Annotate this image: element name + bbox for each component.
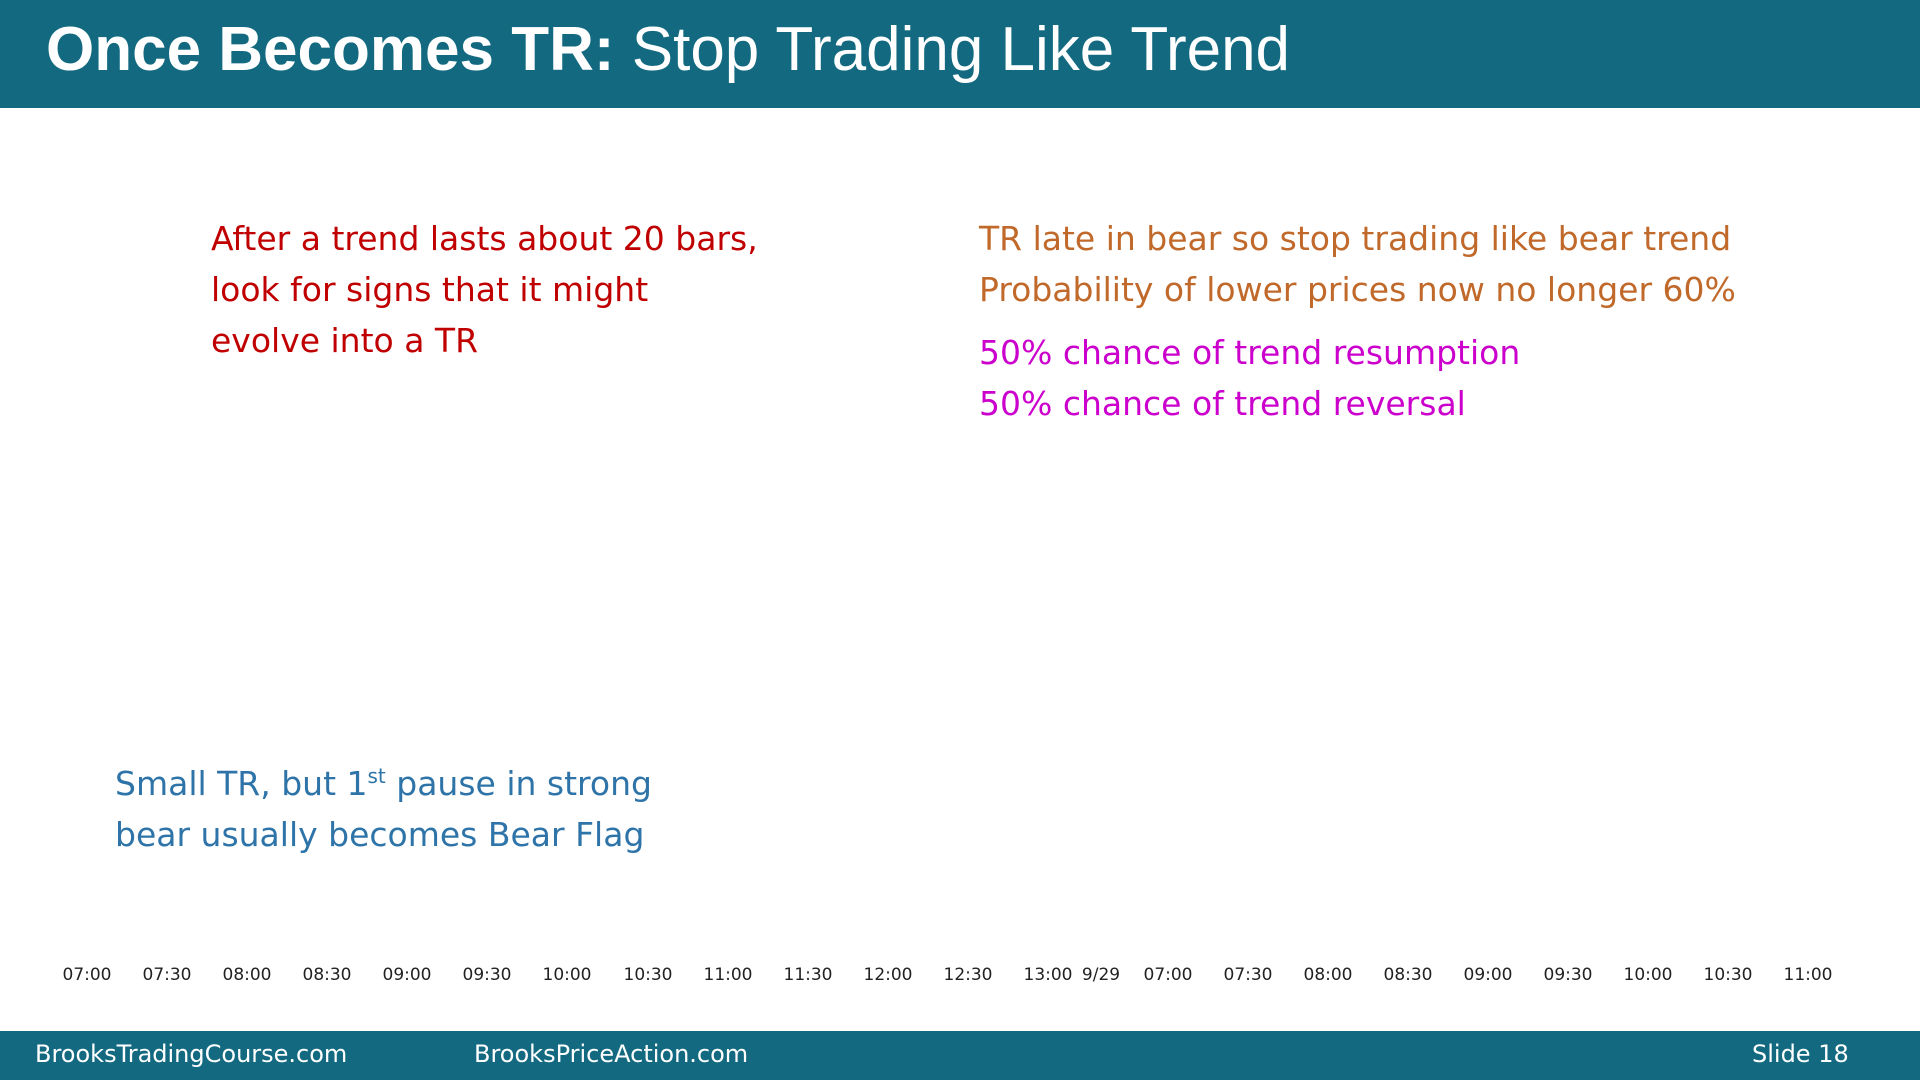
title-bar: Once Becomes TR: Stop Trading Like Trend [0,0,1920,108]
x-axis-tick-label: 10:00 [1624,965,1673,985]
annotation-line: bear usually becomes Bear Flag [115,815,645,854]
x-axis-tick-label: 07:00 [63,965,112,985]
x-axis-tick-label: 07:00 [1144,965,1193,985]
footer-price-action-site: BrooksPriceAction.com [474,1040,749,1068]
annotation-line: 50% chance of trend reversal [979,384,1466,423]
footer-course-site: BrooksTradingCourse.com [35,1040,348,1068]
x-axis-tick-label: 08:30 [303,965,352,985]
x-axis-tick-label: 09:30 [1544,965,1593,985]
annotation-tr-late-bear: TR late in bear so stop trading like bea… [979,213,1736,315]
x-axis-tick-label: 09:30 [463,965,512,985]
ordinal-suffix: st [367,764,386,788]
x-axis-tick-label: 10:30 [1704,965,1753,985]
x-axis-tick-label: 10:30 [624,965,673,985]
annotation-line: evolve into a TR [211,321,479,360]
annotation-text: Small TR, but 1 [115,764,368,803]
x-axis-tick-label: 09:00 [1464,965,1513,985]
x-axis-tick-label: 10:00 [543,965,592,985]
x-axis-tick-label: 08:00 [223,965,272,985]
annotation-line: Small TR, but 1st pause in strong [115,751,652,809]
slide-title-bold: Once Becomes TR: [46,15,615,84]
annotation-line: look for signs that it might [211,270,649,309]
annotation-line: Probability of lower prices now no longe… [979,270,1736,309]
annotation-text: pause in strong [385,764,652,803]
x-axis-tick-label: 07:30 [143,965,192,985]
x-axis-tick-label: 11:00 [704,965,753,985]
x-axis-tick-label: 11:00 [1784,965,1833,985]
x-axis-tick-label: 08:00 [1304,965,1353,985]
x-axis-tick-label: 08:30 [1384,965,1433,985]
x-axis-tick-label: 12:00 [864,965,913,985]
footer-bar: BrooksTradingCourse.com BrooksPriceActio… [0,1031,1920,1080]
annotation-probabilities: 50% chance of trend resumption 50% chanc… [979,327,1520,429]
x-axis-tick-label: 12:30 [944,965,993,985]
annotation-line: TR late in bear so stop trading like bea… [979,219,1732,258]
slide-number: Slide 18 [1752,1040,1849,1068]
x-axis-tick-label: 13:00 [1024,965,1073,985]
slide-title-rest: Stop Trading Like Trend [614,15,1291,84]
x-axis-tick-label: 07:30 [1224,965,1273,985]
slide-title: Once Becomes TR: Stop Trading Like Trend [46,14,1290,85]
annotation-trend-length: After a trend lasts about 20 bars, look … [211,213,758,366]
x-axis-tick-label: 11:30 [784,965,833,985]
annotation-line: 50% chance of trend resumption [979,333,1521,372]
x-axis-tick-label: 9/29 [1082,965,1120,985]
annotation-line: After a trend lasts about 20 bars, [211,219,758,258]
x-axis-tick-label: 09:00 [383,965,432,985]
annotation-bear-flag: Small TR, but 1st pause in strong bear u… [115,751,652,860]
